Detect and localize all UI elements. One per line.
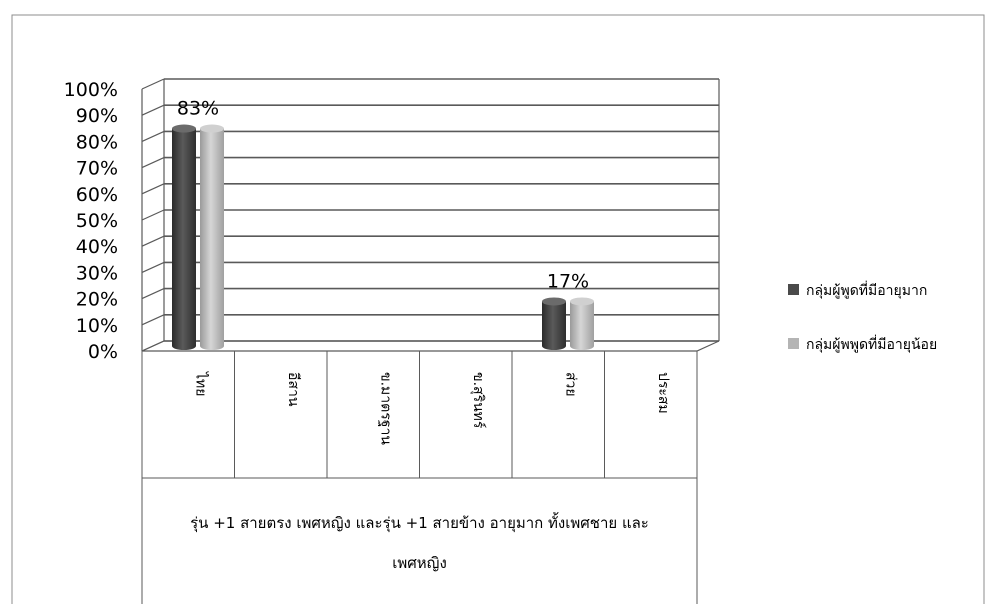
- data-label: 17%: [547, 270, 589, 292]
- bar-top: [570, 297, 594, 306]
- y-tick-label: 90%: [76, 105, 118, 127]
- bar-top: [172, 124, 196, 133]
- x-category-label: ข.มาตรฐาน: [377, 372, 393, 445]
- axes: [141, 79, 720, 352]
- floor: [141, 340, 720, 352]
- y-tick-label: 100%: [64, 79, 118, 101]
- gridline-side: [141, 157, 165, 169]
- x-category-label: อีสาน: [285, 372, 301, 407]
- bar: [542, 301, 566, 346]
- legend-swatch: [788, 284, 799, 295]
- x-category-label: ข.สุรินทร์: [470, 372, 487, 429]
- data-labels: 83% 17%: [177, 98, 589, 293]
- gridlines: [141, 78, 719, 352]
- bar-base: [570, 342, 594, 350]
- group-label-line: เพศหญิง: [392, 554, 447, 572]
- legend-label: กลุ่มผู้พพูดที่มีอายุน้อย: [806, 335, 937, 353]
- gridline-side: [141, 130, 165, 142]
- gridline-side: [141, 314, 165, 326]
- gridline-side: [141, 209, 165, 221]
- bar-base: [542, 342, 566, 350]
- y-tick-label: 80%: [76, 131, 118, 153]
- bar-base: [172, 342, 196, 350]
- gridline-side: [141, 235, 165, 247]
- group-label-line: รุ่น +1 สายตรง เพศหญิง และรุ่น +1 สายข้า…: [190, 512, 649, 533]
- y-tick-label: 70%: [76, 158, 118, 180]
- legend-label: กลุ่มผู้พูดที่มีอายุมาก: [806, 281, 927, 299]
- gridline-side: [141, 261, 165, 273]
- y-tick-label: 30%: [76, 262, 118, 284]
- gridline-side: [141, 288, 165, 300]
- category-table: ไทย อีสาน ข.มาตรฐาน ข.สุรินทร์ ส่วย ประสมรุ่น…: [141, 351, 698, 604]
- y-tick-label: 0%: [88, 341, 118, 363]
- y-axis-ticks: 0% 10% 20% 30% 40% 50% 60% 70% 80% 90% 100%: [64, 79, 118, 363]
- x-category-label: ประสม: [655, 372, 671, 414]
- x-category-label: ส่วย: [562, 372, 578, 397]
- bar: [172, 128, 196, 346]
- chart-border: [11, 14, 985, 604]
- bar-top: [542, 297, 566, 306]
- y-tick-label: 50%: [76, 210, 118, 232]
- gridline-side: [141, 183, 165, 195]
- bar: [570, 301, 594, 346]
- y-tick-label: 60%: [76, 184, 118, 206]
- y-tick-label: 10%: [76, 315, 118, 337]
- bar-top: [200, 124, 224, 133]
- legend: กลุ่มผู้พูดที่มีอายุมากกลุ่มผู้พพูดที่มี…: [788, 281, 937, 353]
- gridline-side: [141, 104, 165, 116]
- gridline-side: [141, 78, 165, 90]
- y-tick-label: 20%: [76, 289, 118, 311]
- y-tick-label: 40%: [76, 236, 118, 258]
- bars: [172, 124, 594, 350]
- data-label: 83%: [177, 98, 219, 120]
- x-category-label: ไทย: [192, 371, 209, 396]
- bar-base: [200, 342, 224, 350]
- bar: [200, 128, 224, 346]
- legend-swatch: [788, 338, 799, 349]
